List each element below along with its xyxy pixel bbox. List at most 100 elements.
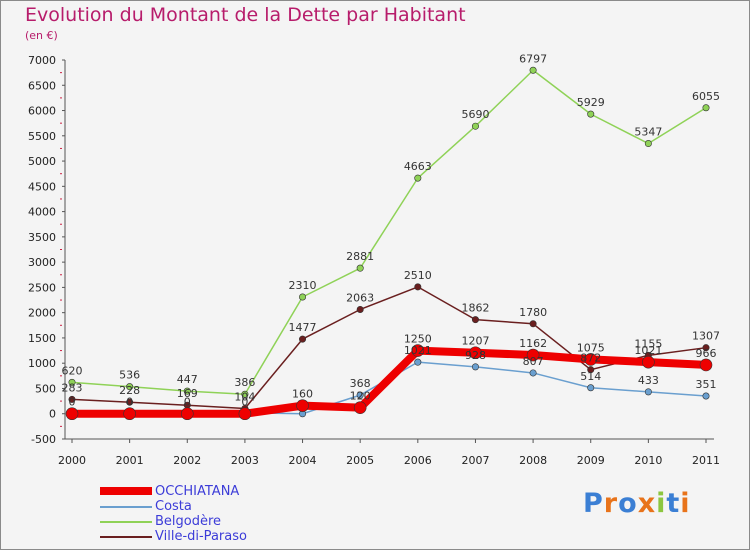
data-point [296,399,309,412]
data-point [356,264,364,272]
data-point [529,320,537,328]
y-tick-label: 6000 [28,105,56,118]
x-tick-label: 2004 [289,454,317,467]
y-tick-label: 5000 [28,155,56,168]
data-point [299,293,307,301]
data-point [529,369,537,377]
data-label: 5929 [577,96,605,109]
legend-swatch-costa [100,506,152,508]
data-label: 120 [350,390,371,403]
data-point [529,66,537,74]
data-label: 0 [69,396,76,409]
data-label: 1250 [404,333,432,346]
data-point [65,407,79,421]
x-tick-label: 2005 [346,454,374,467]
y-tick-label: 5500 [28,130,56,143]
data-point [126,383,134,391]
data-label: 966 [696,347,717,360]
data-label: 368 [350,377,371,390]
data-point [180,407,194,421]
data-point [126,398,134,406]
y-tick-label: 1000 [28,357,56,370]
chart-subtitle: (en €) [25,29,58,42]
legend-label-belgodere: Belgodère [155,514,222,529]
data-label: 0 [126,396,133,409]
data-point [68,378,76,386]
legend-swatch-ville-di-paraso [100,536,152,538]
data-point [414,283,422,291]
x-tick-label: 2007 [461,454,489,467]
x-tick-label: 2001 [116,454,144,467]
x-tick-label: 2003 [231,454,259,467]
legend-label-costa: Costa [155,499,192,514]
series-line [71,69,707,395]
x-tick-label: 2010 [634,454,662,467]
data-point [471,122,479,130]
x-tick-label: 2006 [404,454,432,467]
data-label: 283 [62,381,83,394]
data-label: 1207 [461,335,489,348]
series-line [72,346,707,418]
data-point [644,140,652,148]
data-point [241,390,249,398]
data-label: 6055 [692,90,720,103]
x-tick-label: 2002 [173,454,201,467]
y-tick-label: 2500 [28,281,56,294]
data-point [587,384,595,392]
data-label: 447 [177,373,198,386]
series-line [71,286,707,410]
data-label: 351 [696,378,717,391]
data-point [299,335,307,343]
data-label: 2310 [289,279,317,292]
y-tick-label: -500 [31,433,56,446]
data-label: 4663 [404,160,432,173]
data-label: 514 [580,370,601,383]
proxiti-logo: Proxiti [583,488,691,519]
data-label: 928 [465,349,486,362]
data-point [183,387,191,395]
y-tick-label: 4000 [28,206,56,219]
legend-swatch-belgodere [100,521,152,523]
data-point [702,104,710,112]
series-ville-di-paraso [68,283,710,412]
data-label: 2881 [346,250,374,263]
y-tick-label: 4500 [28,180,56,193]
data-point [356,391,364,399]
data-point [471,363,479,371]
series-costa [68,358,710,418]
data-label: 169 [177,387,198,400]
y-tick-label: 500 [35,382,56,395]
data-point [587,110,595,118]
data-point [644,388,652,396]
data-label: 0 [241,396,248,409]
y-tick-label: 3000 [28,256,56,269]
data-label: 620 [62,364,83,377]
y-tick-label: 3500 [28,231,56,244]
legend-label-ville-di-paraso: Ville-di-Paraso [155,529,247,544]
x-tick-label: 2009 [577,454,605,467]
data-label: 1162 [519,337,547,350]
data-label: 0 [184,396,191,409]
data-point [469,346,482,360]
data-label: 5347 [634,126,662,139]
x-tick-label: 2008 [519,454,547,467]
data-point [526,348,540,362]
y-tick-label: 2000 [28,307,56,320]
data-point [702,392,710,400]
data-point [471,316,479,324]
data-label: 5690 [461,108,489,121]
series-line [71,361,707,415]
data-label: 1477 [289,321,317,334]
data-label: 228 [119,384,140,397]
data-point [411,344,425,357]
data-point [584,353,598,366]
data-label: 1021 [634,344,662,357]
data-label: 1075 [577,341,605,354]
series-occhiatana [65,344,713,421]
data-point [702,344,710,352]
data-label: 1780 [519,306,547,319]
data-label: 872 [580,352,601,365]
data-point [356,305,364,313]
data-label: 2510 [404,269,432,282]
data-point [642,355,655,369]
